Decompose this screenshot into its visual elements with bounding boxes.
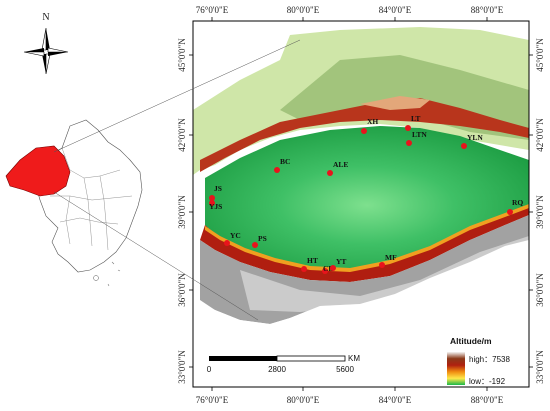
site-marker-ltn	[406, 140, 412, 146]
site-label-ale: ALE	[333, 160, 348, 169]
connector-top	[53, 39, 301, 153]
south-sea-islands	[107, 261, 121, 287]
main-map: 76°0'0"E 80°0'0"E 84°0'0"E 88°0'0"E 76°0…	[177, 5, 545, 405]
legend-high-label: high：7538	[469, 355, 510, 364]
x-tick-top-1: 80°0'0"E	[287, 5, 320, 15]
connector-bottom	[53, 191, 259, 321]
scale-bar-segment-1	[209, 356, 277, 361]
legend-color-ramp	[447, 352, 465, 385]
site-marker-mf	[379, 262, 385, 268]
site-label-rq: RQ	[512, 198, 523, 207]
y-tick-right-3: 36°0'0"N	[535, 273, 545, 307]
legend-title: Altitude/m	[450, 336, 492, 346]
north-arrow-w-light	[23, 51, 45, 57]
site-marker-lt	[405, 125, 411, 131]
site-marker-ps	[252, 242, 258, 248]
north-arrow-s-light	[45, 53, 51, 75]
province-boundaries	[50, 147, 133, 251]
scale-bar-segment-2	[276, 355, 346, 362]
outside-dem-area	[193, 240, 529, 387]
site-label-bc: BC	[280, 157, 290, 166]
site-marker-yt	[330, 265, 336, 271]
site-marker-yjs	[209, 200, 215, 206]
hainan-island	[93, 275, 99, 281]
north-arrow-n-light	[41, 27, 47, 51]
site-label-mf: MF	[385, 253, 397, 262]
china-outline	[19, 119, 143, 273]
north-arrow-n	[46, 28, 50, 50]
y-tick-right-0: 45°0'0"N	[535, 38, 545, 72]
north-label: N	[42, 12, 49, 23]
y-tick-left-4: 33°0'0"N	[177, 350, 187, 384]
site-label-xh: XH	[367, 117, 378, 126]
site-marker-yln	[461, 143, 467, 149]
y-tick-left-2: 39°0'0"N	[177, 195, 187, 229]
site-marker-yc	[224, 240, 230, 246]
y-tick-right-2: 39°0'0"N	[535, 195, 545, 229]
site-marker-js	[209, 195, 215, 201]
legend-low-label: low：-192	[469, 377, 506, 386]
x-tick-bottom-1: 80°0'0"E	[287, 395, 320, 405]
frame-ticks	[189, 17, 533, 391]
north-arrow-s	[42, 54, 46, 74]
y-tick-left-1: 42°0'0"N	[177, 118, 187, 152]
x-tick-top-0: 76°0'0"E	[196, 5, 229, 15]
site-marker-ale	[327, 170, 333, 176]
site-marker-ht	[301, 266, 307, 272]
site-marker-bc	[274, 167, 280, 173]
y-tick-left-0: 45°0'0"N	[177, 38, 187, 72]
tibet-plateau-light	[240, 236, 529, 312]
site-label-yln: YLN	[467, 133, 483, 142]
scale-label-0: 0	[207, 365, 212, 374]
north-arrow-w	[24, 48, 44, 52]
site-marker-rq	[507, 209, 513, 215]
site-label-ps: PS	[258, 234, 267, 243]
y-tick-right-4: 33°0'0"N	[535, 350, 545, 384]
site-label-cl: CL	[323, 264, 333, 273]
site-label-js: JS	[214, 184, 222, 193]
tarim-basin	[205, 126, 529, 270]
site-label-yt: YT	[336, 257, 346, 266]
xinjiang-highlight	[5, 145, 71, 197]
map-frame	[192, 20, 530, 388]
north-arrow: N	[23, 12, 69, 75]
y-tick-left-3: 36°0'0"N	[177, 273, 187, 307]
tianshan-mountains	[200, 98, 529, 172]
scale-label-5600: 5600	[336, 365, 354, 374]
scale-bar: 0 2800 5600 KM	[207, 354, 361, 374]
north-arrow-e	[48, 52, 68, 56]
inset-china-map	[5, 39, 301, 321]
site-label-yc: YC	[230, 231, 241, 240]
x-tick-bottom-3: 88°0'0"E	[471, 395, 504, 405]
site-label-lt: LT	[411, 114, 420, 123]
y-tick-right-1: 42°0'0"N	[535, 118, 545, 152]
scale-label-2800: 2800	[268, 365, 286, 374]
site-marker-xh	[361, 128, 367, 134]
site-label-yjs: YJS	[209, 202, 222, 211]
x-tick-top-2: 84°0'0"E	[379, 5, 412, 15]
altitude-legend: Altitude/m high：7538 low：-192	[447, 336, 510, 386]
tianshan-snow	[360, 96, 430, 110]
site-marker-cl	[322, 268, 328, 274]
site-label-ltn: LTN	[412, 130, 427, 139]
scale-unit: KM	[348, 354, 360, 363]
site-label-ht: HT	[307, 256, 318, 265]
x-tick-top-3: 88°0'0"E	[471, 5, 504, 15]
x-tick-bottom-0: 76°0'0"E	[196, 395, 229, 405]
north-arrow-e-light	[47, 47, 69, 53]
x-tick-bottom-2: 84°0'0"E	[379, 395, 412, 405]
